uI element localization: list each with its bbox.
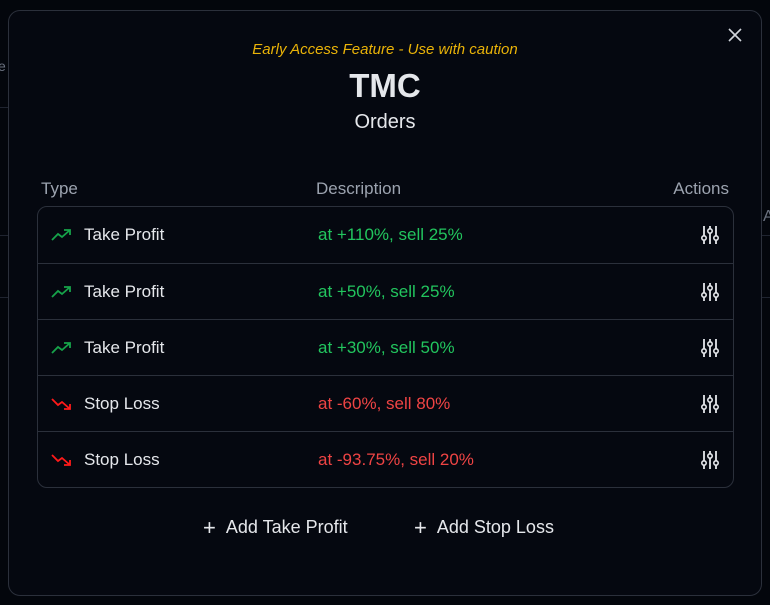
trending-down-icon [51,454,71,466]
order-description: at +110%, sell 25% [318,225,463,244]
order-description: at +50%, sell 25% [318,281,455,301]
order-type: Take Profit [84,225,165,244]
order-type: Stop Loss [84,393,160,413]
order-type: Stop Loss [84,449,160,469]
add-take-profit-button[interactable]: + Add Take Profit [203,514,348,540]
order-description: at -93.75%, sell 20% [318,449,474,469]
edit-order-sliders-icon[interactable] [699,281,721,303]
order-row: Stop Loss at -93.75%, sell 20% [38,431,733,487]
add-take-profit-label: Add Take Profit [225,517,348,537]
edit-order-sliders-icon[interactable] [699,393,721,415]
plus-icon: + [203,514,216,540]
column-header-actions: Actions [673,179,729,198]
close-icon[interactable] [725,25,745,45]
background-divider [762,235,770,236]
edit-order-sliders-icon[interactable] [699,337,721,359]
background-text-fragment: e [0,58,6,74]
add-stop-loss-button[interactable]: + Add Stop Loss [414,514,554,540]
trending-down-icon [51,398,71,410]
order-type: Take Profit [84,337,165,357]
order-row: Take Profit at +30%, sell 50% [38,319,733,375]
orders-table: Take Profit at +110%, sell 25% Take Profit… [37,206,734,488]
background-divider [762,297,770,298]
edit-order-sliders-icon[interactable] [699,224,721,246]
trending-up-icon [51,342,71,354]
background-divider [0,107,8,108]
background-text-fragment: A [763,208,770,225]
order-description: at -60%, sell 80% [318,393,451,413]
plus-icon: + [414,514,427,540]
background-divider [0,235,8,236]
trending-up-icon [51,286,71,298]
column-header-type: Type [41,179,78,198]
column-header-description: Description [316,179,402,198]
edit-order-sliders-icon[interactable] [699,449,721,471]
order-row: Stop Loss at -60%, sell 80% [38,375,733,431]
order-row: Take Profit at +50%, sell 25% [38,263,733,319]
modal-subtitle: Orders [354,111,416,133]
early-access-warning: Early Access Feature - Use with caution [252,41,518,58]
background-divider [0,297,8,298]
orders-modal: Early Access Feature - Use with caution … [8,10,762,596]
add-stop-loss-label: Add Stop Loss [436,517,554,537]
order-type: Take Profit [84,281,165,301]
order-row: Take Profit at +110%, sell 25% [38,207,733,263]
order-description: at +30%, sell 50% [318,337,455,357]
trending-up-icon [51,229,71,241]
modal-title: TMC [349,67,421,104]
